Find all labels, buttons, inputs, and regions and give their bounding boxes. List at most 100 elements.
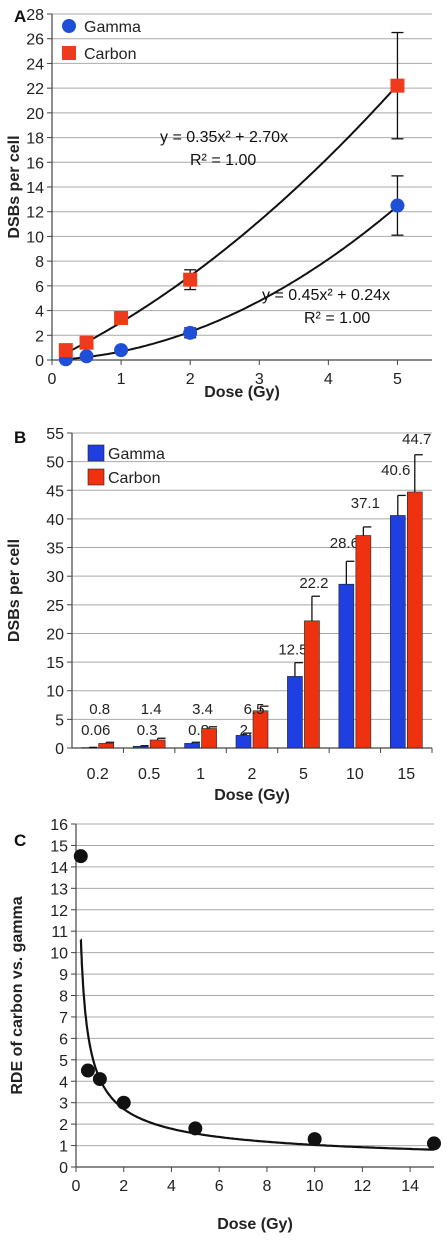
x-tick-label: 5 bbox=[299, 766, 308, 783]
x-tick-label: 12 bbox=[354, 1178, 372, 1195]
x-tick-label: 15 bbox=[397, 766, 415, 783]
legend-label-carbon: Carbon bbox=[108, 470, 160, 487]
bar-carbon bbox=[406, 491, 423, 749]
y-tick-label: 15 bbox=[46, 655, 64, 672]
y-tick-label: 6 bbox=[35, 279, 44, 296]
y-tick-label: 8 bbox=[35, 254, 44, 271]
x-tick-label: 1 bbox=[117, 371, 126, 388]
y-tick-label: 1 bbox=[59, 1139, 68, 1156]
data-label-carbon: 6.5 bbox=[244, 701, 265, 718]
y-tick-label: 0 bbox=[55, 741, 64, 758]
data-point-gamma bbox=[79, 349, 94, 364]
y-tick-label: 8 bbox=[59, 989, 68, 1006]
bar-gamma bbox=[287, 676, 303, 749]
legend-swatch-carbon bbox=[87, 468, 105, 486]
y-axis-title: DSBs per cell bbox=[6, 539, 23, 642]
y-tick-label: 13 bbox=[50, 881, 68, 898]
bar-carbon bbox=[98, 743, 115, 749]
y-tick-label: 20 bbox=[46, 626, 64, 643]
data-label-carbon: 3.4 bbox=[192, 701, 213, 718]
legend-marker-carbon bbox=[62, 46, 76, 60]
y-tick-label: 5 bbox=[59, 1053, 68, 1070]
y-tick-label: 18 bbox=[26, 131, 44, 148]
x-tick-label: 4 bbox=[324, 371, 333, 388]
data-label-carbon: 22.2 bbox=[299, 575, 328, 592]
bar-gamma bbox=[132, 745, 149, 749]
data-label-carbon: 1.4 bbox=[141, 701, 162, 718]
y-tick-label: 45 bbox=[46, 483, 64, 500]
r2-gamma: R² = 1.00 bbox=[304, 310, 370, 327]
y-tick-label: 11 bbox=[51, 924, 68, 941]
x-tick-label: 2 bbox=[119, 1178, 128, 1195]
data-point-gamma bbox=[114, 343, 129, 358]
bar-carbon bbox=[304, 620, 320, 749]
data-label-carbon: 37.1 bbox=[351, 495, 380, 512]
data-label-gamma: 40.6 bbox=[381, 462, 410, 479]
y-tick-label: 2 bbox=[35, 328, 44, 345]
x-tick-label: 1 bbox=[196, 766, 205, 783]
y-axis-title: DSBs per cell bbox=[6, 135, 23, 238]
x-tick-label: 14 bbox=[401, 1178, 419, 1195]
data-point-carbon bbox=[58, 343, 73, 358]
bar-gamma bbox=[184, 743, 200, 749]
y-tick-label: 7 bbox=[59, 1010, 68, 1027]
data-point-rde bbox=[92, 1072, 107, 1087]
bar-carbon bbox=[355, 535, 372, 749]
y-tick-label: 22 bbox=[26, 81, 44, 98]
y-tick-label: 4 bbox=[35, 304, 44, 321]
bar-gamma bbox=[389, 515, 406, 749]
data-label-carbon: 0.8 bbox=[89, 701, 110, 718]
y-tick-label: 0 bbox=[35, 353, 44, 370]
y-tick-label: 10 bbox=[46, 684, 64, 701]
y-tick-label: 4 bbox=[59, 1074, 68, 1091]
trendline-rde bbox=[79, 938, 435, 1151]
y-tick-label: 26 bbox=[26, 32, 44, 49]
x-tick-label: 5 bbox=[393, 371, 402, 388]
data-label-carbon: 44.7 bbox=[402, 431, 431, 448]
y-tick-label: 2 bbox=[59, 1117, 68, 1134]
y-axis-title: RDE of carbon vs. gamma bbox=[9, 896, 26, 1094]
data-point-carbon bbox=[79, 335, 94, 350]
y-tick-label: 55 bbox=[46, 426, 64, 443]
y-tick-label: 15 bbox=[50, 838, 68, 855]
x-tick-label: 0 bbox=[72, 1178, 81, 1195]
data-label-gamma: 28.6 bbox=[330, 535, 359, 552]
data-label-gamma: 0.06 bbox=[81, 722, 110, 739]
x-tick-label: 10 bbox=[346, 766, 364, 783]
legend-label-gamma: Gamma bbox=[108, 446, 165, 463]
x-tick-label: 4 bbox=[167, 1178, 176, 1195]
bar-carbon bbox=[149, 739, 166, 749]
y-tick-label: 24 bbox=[26, 56, 44, 73]
data-point-rde bbox=[427, 1136, 441, 1151]
y-tick-label: 50 bbox=[46, 455, 64, 472]
x-axis-title: Dose (Gy) bbox=[214, 787, 290, 804]
x-tick-label: 0.5 bbox=[138, 766, 160, 783]
r2-carbon: R² = 1.00 bbox=[190, 152, 256, 169]
bar-gamma bbox=[338, 583, 355, 749]
x-tick-label: 0 bbox=[48, 371, 57, 388]
trendline-gamma bbox=[65, 205, 399, 361]
panel-label-b: B bbox=[14, 428, 26, 447]
equation-carbon: y = 0.35x² + 2.70x bbox=[160, 129, 288, 146]
legend-swatch-gamma bbox=[87, 444, 105, 462]
y-tick-label: 16 bbox=[26, 155, 44, 172]
data-point-rde bbox=[307, 1132, 322, 1147]
y-tick-label: 10 bbox=[50, 946, 68, 963]
data-point-carbon bbox=[390, 78, 405, 93]
y-tick-label: 14 bbox=[50, 860, 68, 877]
y-tick-label: 28 bbox=[26, 7, 44, 24]
y-tick-label: 3 bbox=[59, 1096, 68, 1113]
data-point-gamma bbox=[183, 325, 198, 340]
y-tick-label: 35 bbox=[46, 541, 64, 558]
y-tick-label: 9 bbox=[59, 967, 68, 984]
y-tick-label: 25 bbox=[46, 598, 64, 615]
y-tick-label: 30 bbox=[46, 569, 64, 586]
y-tick-label: 12 bbox=[50, 903, 68, 920]
equation-gamma: y = 0.45x² + 0.24x bbox=[262, 287, 390, 304]
x-axis-title: Dose (Gy) bbox=[217, 1216, 293, 1233]
data-label-gamma: 0.3 bbox=[137, 722, 158, 739]
y-tick-label: 14 bbox=[26, 180, 44, 197]
data-point-carbon bbox=[114, 310, 129, 325]
data-label-gamma: 12.5 bbox=[278, 642, 307, 659]
